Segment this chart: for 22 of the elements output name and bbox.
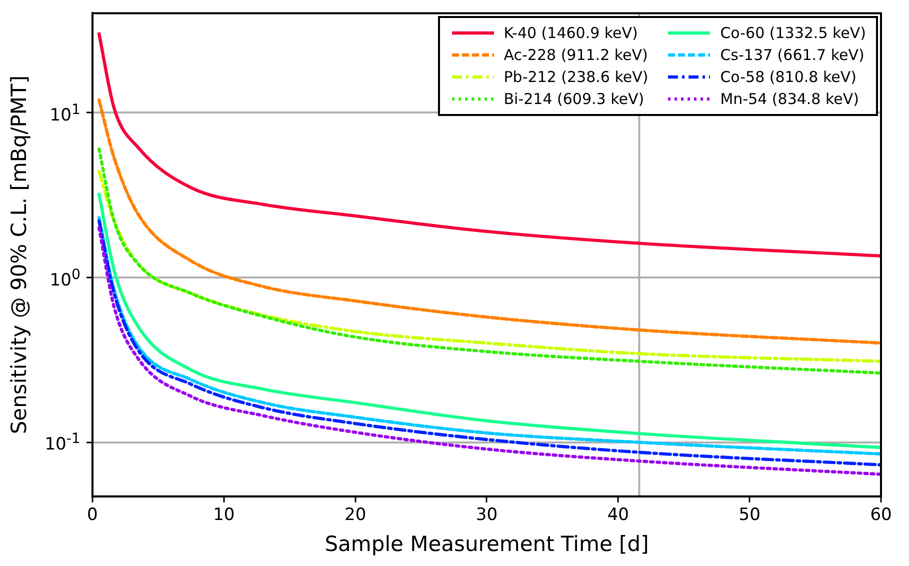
legend-label: Ac-228 (911.2 keV) xyxy=(504,46,648,64)
legend-label: Co-60 (1332.5 keV) xyxy=(720,24,866,42)
x-tick-label: 20 xyxy=(344,505,366,526)
y-tick-label: 10$^{-1}$ xyxy=(44,431,80,456)
y-tick-label: 10$^{0}$ xyxy=(50,266,80,290)
x-tick-label: 30 xyxy=(476,505,498,526)
x-tick-label: 10 xyxy=(213,505,235,526)
line-series xyxy=(97,147,881,375)
x-axis-title: Sample Measurement Time [d] xyxy=(324,532,649,556)
x-tick-label: 40 xyxy=(607,505,629,526)
legend-label: Cs-137 (661.7 keV) xyxy=(720,46,864,64)
x-tick-label: 0 xyxy=(87,505,98,526)
legend-label: K-40 (1460.9 keV) xyxy=(504,24,638,42)
y-axis-title: Sensitivity @ 90% C.L. [mBq/PMT] xyxy=(7,75,32,434)
x-tick-label: 50 xyxy=(738,505,760,526)
y-tick-label: 10$^{1}$ xyxy=(50,102,80,126)
legend-label: Pb-212 (238.6 keV) xyxy=(504,68,648,86)
legend-label: Co-58 (810.8 keV) xyxy=(720,68,856,86)
legend-label: Mn-54 (834.8 keV) xyxy=(720,90,859,108)
legend-label: Bi-214 (609.3 keV) xyxy=(504,90,644,108)
x-tick-label: 60 xyxy=(870,505,892,526)
line-series xyxy=(97,170,881,363)
